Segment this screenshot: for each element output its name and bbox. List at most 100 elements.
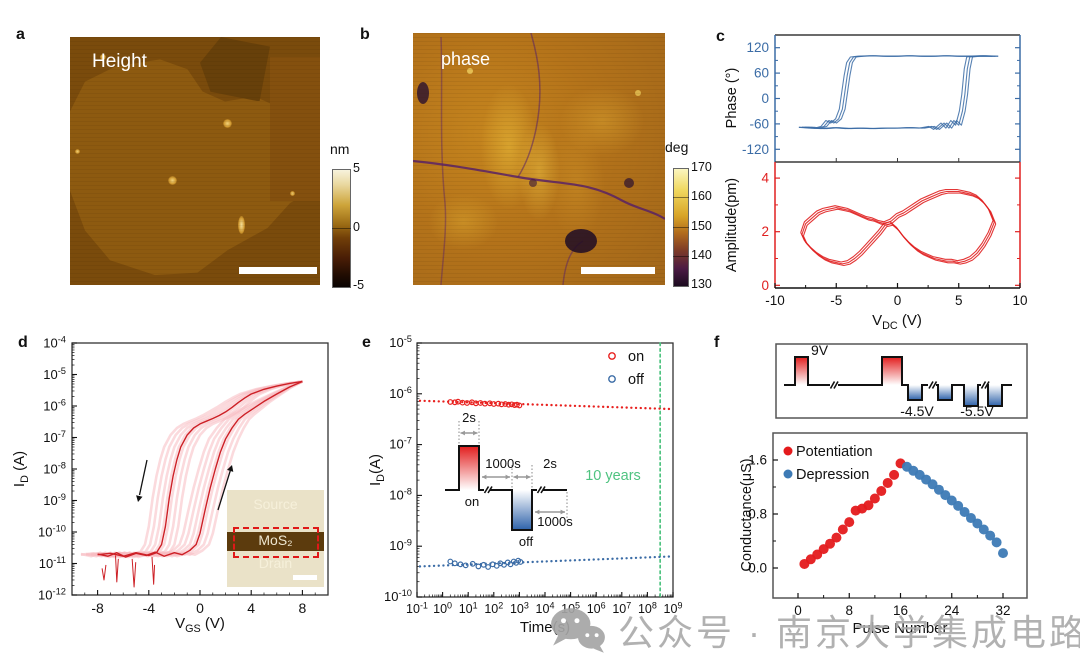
svg-text:8: 8 [299, 600, 307, 616]
particle-dot [167, 175, 177, 185]
svg-text:0: 0 [761, 278, 769, 293]
svg-text:10-1: 10-1 [406, 600, 428, 616]
svg-text:10-10: 10-10 [38, 524, 66, 540]
particle-dot [75, 148, 80, 154]
phase-crack-overlay [413, 33, 665, 285]
colorbar-tick-label: 130 [691, 277, 712, 291]
scale-bar [293, 575, 318, 581]
svg-text:103: 103 [510, 600, 529, 616]
svg-text:10-12: 10-12 [38, 587, 66, 603]
transfer-curve-chart: 10-4 10-5 10-6 10-7 10-8 10-9 10-10 10-11 10-12 -… [11, 335, 329, 635]
panel-b-label: b [360, 26, 370, 43]
scale-bar [581, 267, 655, 274]
svg-text:10-7: 10-7 [389, 436, 412, 452]
svg-text:5: 5 [955, 293, 963, 308]
svg-text:-4.5V: -4.5V [900, 403, 934, 419]
svg-text:10-7: 10-7 [43, 429, 66, 445]
particle-dot [222, 118, 232, 128]
svg-text:100: 100 [433, 600, 452, 616]
svg-text:2: 2 [761, 224, 769, 239]
height-image-label: Height [92, 51, 147, 72]
svg-text:10 years: 10 years [585, 468, 641, 484]
svg-text:-5: -5 [830, 293, 842, 308]
svg-text:on: on [465, 494, 479, 509]
drain-label: Drain [258, 554, 293, 571]
bright-streak [237, 215, 245, 234]
colorbar-a-unit: nm [330, 141, 350, 157]
panel-f-label: f [714, 334, 720, 351]
colorbar-tick-label: -5 [353, 278, 365, 292]
svg-text:106: 106 [587, 600, 606, 616]
svg-text:10-5: 10-5 [389, 334, 412, 350]
svg-text:108: 108 [638, 600, 657, 616]
svg-text:60: 60 [754, 66, 769, 81]
svg-text:-5.5V: -5.5V [960, 403, 994, 419]
svg-text:10-6: 10-6 [389, 385, 412, 401]
colorbar-tick-label: 140 [691, 247, 712, 262]
svg-text:10-6: 10-6 [43, 398, 66, 414]
afm-height-image: Height [70, 37, 320, 285]
svg-text:8: 8 [845, 603, 853, 618]
panel-a-label: a [16, 26, 25, 43]
device-optical-inset: Source MoS₂ Drain [227, 490, 324, 587]
panel-c-label: c [716, 28, 725, 45]
svg-text:1.6: 1.6 [748, 453, 767, 468]
colorbar-tick-label: 150 [691, 218, 712, 233]
afm-phase-image: phase [413, 33, 665, 285]
svg-text:-8: -8 [91, 600, 104, 616]
svg-text:-4: -4 [143, 600, 156, 616]
svg-text:-60: -60 [749, 116, 769, 131]
svg-text:0: 0 [761, 91, 769, 106]
colorbar-b-unit: deg [665, 139, 689, 155]
svg-text:1000s: 1000s [537, 514, 573, 529]
svg-text:Phase (°): Phase (°) [724, 68, 740, 129]
svg-text:102: 102 [484, 600, 503, 616]
svg-text:32: 32 [995, 603, 1010, 618]
svg-text:4: 4 [247, 600, 255, 616]
colorbar-tick-label: 0 [353, 219, 360, 234]
svg-text:on: on [628, 349, 644, 365]
particle-dot [290, 190, 295, 196]
svg-text:104: 104 [536, 600, 555, 616]
svg-text:10-9: 10-9 [43, 492, 66, 508]
svg-text:0: 0 [196, 600, 204, 616]
colorbar-tick-label: 5 [353, 161, 360, 175]
svg-text:16: 16 [893, 603, 908, 618]
channel-dashed-outline [232, 526, 320, 559]
scanline-texture [70, 37, 320, 285]
svg-text:VDC (V): VDC (V) [872, 312, 922, 332]
svg-text:10-11: 10-11 [39, 555, 66, 571]
height-colorbar [332, 169, 351, 288]
svg-text:1000s: 1000s [485, 456, 521, 471]
svg-text:9V: 9V [811, 342, 829, 358]
svg-text:4: 4 [761, 171, 769, 186]
right-grain-region [270, 56, 320, 201]
phase-image-label: phase [441, 49, 491, 69]
svg-text:105: 105 [561, 600, 580, 616]
svg-text:107: 107 [612, 600, 631, 616]
panel-e-label: e [362, 334, 371, 351]
svg-text:off: off [519, 534, 534, 549]
particle-dot [100, 54, 106, 61]
svg-text:ID (A): ID (A) [11, 451, 31, 487]
svg-text:ID(A): ID(A) [367, 454, 387, 486]
svg-text:Amplitude(pm): Amplitude(pm) [724, 178, 740, 272]
svg-text:10-5: 10-5 [43, 366, 66, 382]
colorbar-tick-label: 170 [691, 160, 712, 174]
svg-text:0.0: 0.0 [748, 561, 767, 576]
svg-text:2s: 2s [462, 410, 476, 425]
mos2-channel-stripe [227, 531, 324, 552]
panel-d-label: d [18, 334, 28, 351]
svg-text:VGS (V): VGS (V) [175, 615, 225, 635]
svg-text:0.8: 0.8 [748, 507, 767, 522]
svg-text:-120: -120 [742, 142, 769, 157]
svg-text:0: 0 [794, 603, 802, 618]
colorbar-tick-label: 160 [691, 189, 712, 204]
svg-text:10-9: 10-9 [389, 537, 412, 553]
svg-text:0: 0 [894, 293, 902, 308]
svg-text:Time(s): Time(s) [520, 619, 570, 636]
phase-colorbar [673, 168, 689, 287]
